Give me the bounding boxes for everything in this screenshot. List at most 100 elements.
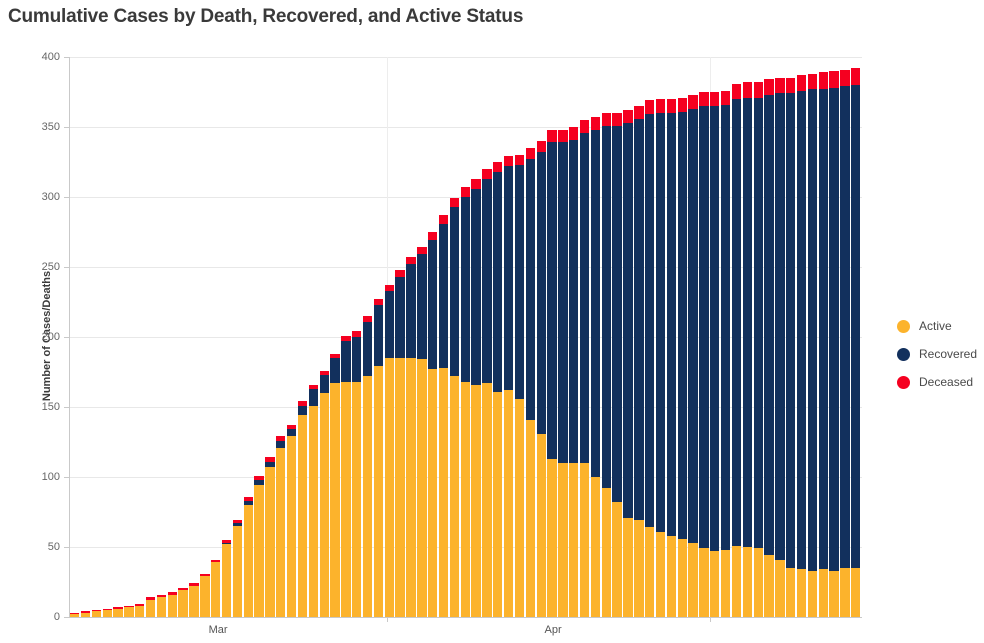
bar-segment-active[interactable] [612,502,622,617]
bar-segment-recovered[interactable] [786,93,796,568]
stacked-bar-47[interactable] [579,120,590,617]
bar-segment-active[interactable] [319,393,329,617]
bar-segment-recovered[interactable] [699,106,709,549]
stacked-bar-19[interactable] [276,436,286,617]
bar-segment-active[interactable] [731,545,742,617]
stacked-bar-17[interactable] [254,475,264,617]
bar-segment-recovered[interactable] [601,125,611,489]
bar-segment-deceased[interactable] [91,610,102,612]
stacked-bar-66[interactable] [786,78,796,617]
bar-segment-deceased[interactable] [406,257,416,265]
bar-segment-deceased[interactable] [590,117,601,130]
stacked-bar-67[interactable] [796,75,807,617]
bar-segment-deceased[interactable] [417,247,427,255]
bar-segment-deceased[interactable] [373,299,384,305]
bar-segment-active[interactable] [796,569,807,617]
bar-segment-recovered[interactable] [720,104,731,550]
legend-item-deceased[interactable]: Deceased [897,368,977,396]
bar-segment-active[interactable] [623,517,633,617]
stacked-bar-50[interactable] [612,113,622,617]
bar-segment-active[interactable] [688,542,698,617]
bar-segment-recovered[interactable] [449,206,460,377]
bar-segment-recovered[interactable] [688,108,698,543]
bar-segment-recovered[interactable] [851,85,861,568]
bar-segment-active[interactable] [352,381,362,617]
bar-segment-active[interactable] [807,570,818,617]
stacked-bar-16[interactable] [243,496,253,617]
stacked-bar-8[interactable] [156,594,167,617]
stacked-bar-53[interactable] [645,100,655,617]
bar-segment-active[interactable] [514,398,525,617]
stacked-bar-69[interactable] [818,72,828,617]
stacked-bar-23[interactable] [319,370,329,617]
bar-segment-deceased[interactable] [254,475,264,480]
bar-segment-active[interactable] [547,458,557,617]
bar-segment-recovered[interactable] [525,159,535,420]
bar-segment-deceased[interactable] [124,605,134,608]
bar-segment-active[interactable] [178,590,188,617]
bar-segment-deceased[interactable] [80,611,91,613]
bar-segment-active[interactable] [590,477,601,617]
bar-segment-active[interactable] [211,562,221,617]
bar-segment-active[interactable] [362,376,373,617]
bar-segment-recovered[interactable] [753,97,763,549]
bar-segment-deceased[interactable] [742,82,752,98]
bar-segment-active[interactable] [341,381,351,617]
bar-segment-active[interactable] [818,569,828,617]
bar-segment-recovered[interactable] [775,93,785,560]
stacked-bar-39[interactable] [493,162,503,617]
stacked-bar-18[interactable] [265,457,275,617]
stacked-bar-21[interactable] [297,401,308,617]
bar-segment-active[interactable] [406,358,416,617]
bar-segment-deceased[interactable] [308,384,319,389]
bar-segment-deceased[interactable] [840,69,850,87]
bar-segment-deceased[interactable] [156,594,167,598]
bar-segment-active[interactable] [243,505,253,617]
bar-segment-deceased[interactable] [558,129,568,143]
bar-segment-deceased[interactable] [482,169,492,179]
bar-segment-active[interactable] [525,419,535,617]
bar-segment-recovered[interactable] [579,132,590,463]
bar-segment-recovered[interactable] [558,142,568,463]
bar-segment-recovered[interactable] [536,152,546,434]
bar-segment-recovered[interactable] [384,290,394,358]
stacked-bar-22[interactable] [308,384,319,617]
bar-segment-active[interactable] [677,538,687,617]
stacked-bar-34[interactable] [438,215,449,617]
stacked-bar-62[interactable] [742,82,752,617]
stacked-bar-20[interactable] [286,425,297,617]
bar-segment-active[interactable] [232,526,243,617]
bar-segment-recovered[interactable] [807,89,818,571]
bar-segment-deceased[interactable] [764,79,774,95]
bar-segment-active[interactable] [645,527,655,617]
stacked-bar-5[interactable] [124,605,134,617]
bar-segment-recovered[interactable] [395,276,405,358]
stacked-bar-9[interactable] [167,591,177,617]
bar-segment-deceased[interactable] [634,106,644,119]
bar-segment-deceased[interactable] [286,425,297,430]
legend-item-recovered[interactable]: Recovered [897,340,977,368]
bar-segment-recovered[interactable] [232,523,243,526]
bar-segment-recovered[interactable] [677,111,687,539]
bar-segment-deceased[interactable] [341,335,351,342]
stacked-bar-59[interactable] [710,92,720,617]
bar-segment-deceased[interactable] [623,110,633,123]
stacked-bar-0[interactable] [70,612,80,617]
bar-segment-recovered[interactable] [341,341,351,382]
bar-segment-deceased[interactable] [688,94,698,109]
bar-segment-deceased[interactable] [145,597,156,601]
bar-segment-recovered[interactable] [645,114,655,528]
bar-segment-deceased[interactable] [731,83,742,100]
bar-segment-active[interactable] [569,463,579,617]
bar-segment-recovered[interactable] [840,86,850,568]
stacked-bar-2[interactable] [91,610,102,617]
stacked-bar-45[interactable] [558,129,568,617]
stacked-bar-71[interactable] [840,69,850,617]
bar-segment-active[interactable] [417,359,427,617]
bar-segment-recovered[interactable] [514,164,525,399]
bar-segment-active[interactable] [254,485,264,617]
bar-segment-active[interactable] [753,548,763,617]
bar-segment-active[interactable] [167,594,177,617]
bar-segment-active[interactable] [482,383,492,617]
bar-segment-active[interactable] [428,369,438,617]
